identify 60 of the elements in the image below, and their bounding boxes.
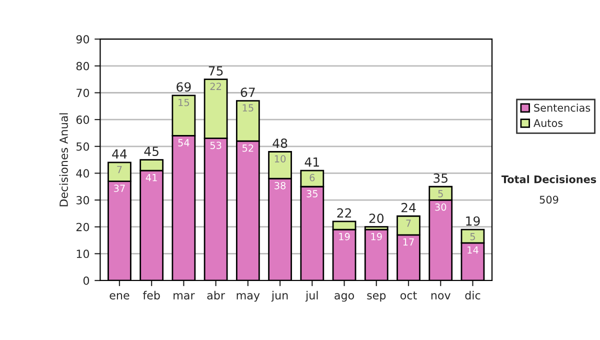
data-label: 17 (403, 238, 414, 246)
text: Total Decisiones (501, 175, 596, 184)
data-label: 37 (114, 184, 125, 192)
data-label: 54 (178, 139, 190, 146)
x-tick-label: ago (334, 293, 354, 302)
y-axis-title: Decisiones Anual (59, 113, 68, 206)
total-label: 35 (434, 173, 448, 183)
data-label: 53 (210, 142, 222, 150)
x-tick-label: may (236, 293, 260, 302)
text: 509 (540, 196, 558, 204)
y-tick-label: 20 (76, 222, 90, 232)
data-label: 22 (210, 82, 222, 90)
x-tick-label: jun (271, 290, 288, 302)
x-tick-label: mar (174, 293, 195, 300)
total-label: 67 (240, 88, 255, 98)
y-tick-label: 80 (76, 62, 90, 70)
data-label: 7 (406, 220, 411, 227)
data-label: 5 (470, 233, 475, 240)
x-tick-label: jul (305, 290, 318, 302)
total-label: 45 (144, 146, 158, 156)
x-tick-label: ene (110, 293, 130, 300)
data-label: 41 (146, 174, 157, 182)
y-tick-label: 50 (76, 142, 90, 151)
x-tick-label: dic (465, 290, 480, 300)
y-tick-label: 0 (83, 276, 90, 285)
total-label: 44 (112, 149, 127, 159)
y-tick-label: 60 (76, 116, 90, 124)
data-label: 10 (274, 155, 286, 162)
total-label: 69 (176, 82, 191, 92)
legend-label: Sentencias (534, 104, 590, 112)
total-label: 19 (466, 216, 480, 226)
data-label: 30 (435, 203, 446, 211)
y-tick-label: 70 (76, 88, 90, 98)
y-tick-label: 30 (76, 196, 90, 204)
total-label: 75 (208, 66, 223, 76)
data-label: 52 (242, 144, 254, 152)
total-label: 20 (369, 214, 384, 224)
data-label: 14 (468, 246, 478, 254)
data-label: 15 (178, 98, 190, 106)
y-tick-label: 10 (76, 250, 90, 258)
data-label: 35 (306, 190, 318, 198)
total-label: 24 (401, 202, 416, 212)
legend-label: Autos (534, 119, 563, 128)
data-label: 7 (117, 166, 122, 174)
x-tick-label: feb (142, 290, 160, 300)
data-label: 15 (242, 104, 254, 112)
data-label: 38 (274, 182, 286, 190)
data-label: 6 (310, 174, 315, 182)
total-label: 22 (337, 208, 351, 218)
x-tick-label: abr (207, 290, 226, 300)
y-tick-label: 90 (76, 35, 90, 44)
x-tick-label: oct (400, 292, 417, 300)
x-tick-label: sep (367, 293, 386, 302)
total-label: 41 (304, 157, 319, 167)
data-label: 19 (339, 232, 350, 240)
data-label: 5 (438, 190, 443, 198)
total-label: 48 (272, 138, 288, 148)
x-tick-label: nov (431, 293, 450, 300)
data-label: 19 (371, 232, 382, 240)
y-tick-label: 40 (76, 169, 90, 178)
